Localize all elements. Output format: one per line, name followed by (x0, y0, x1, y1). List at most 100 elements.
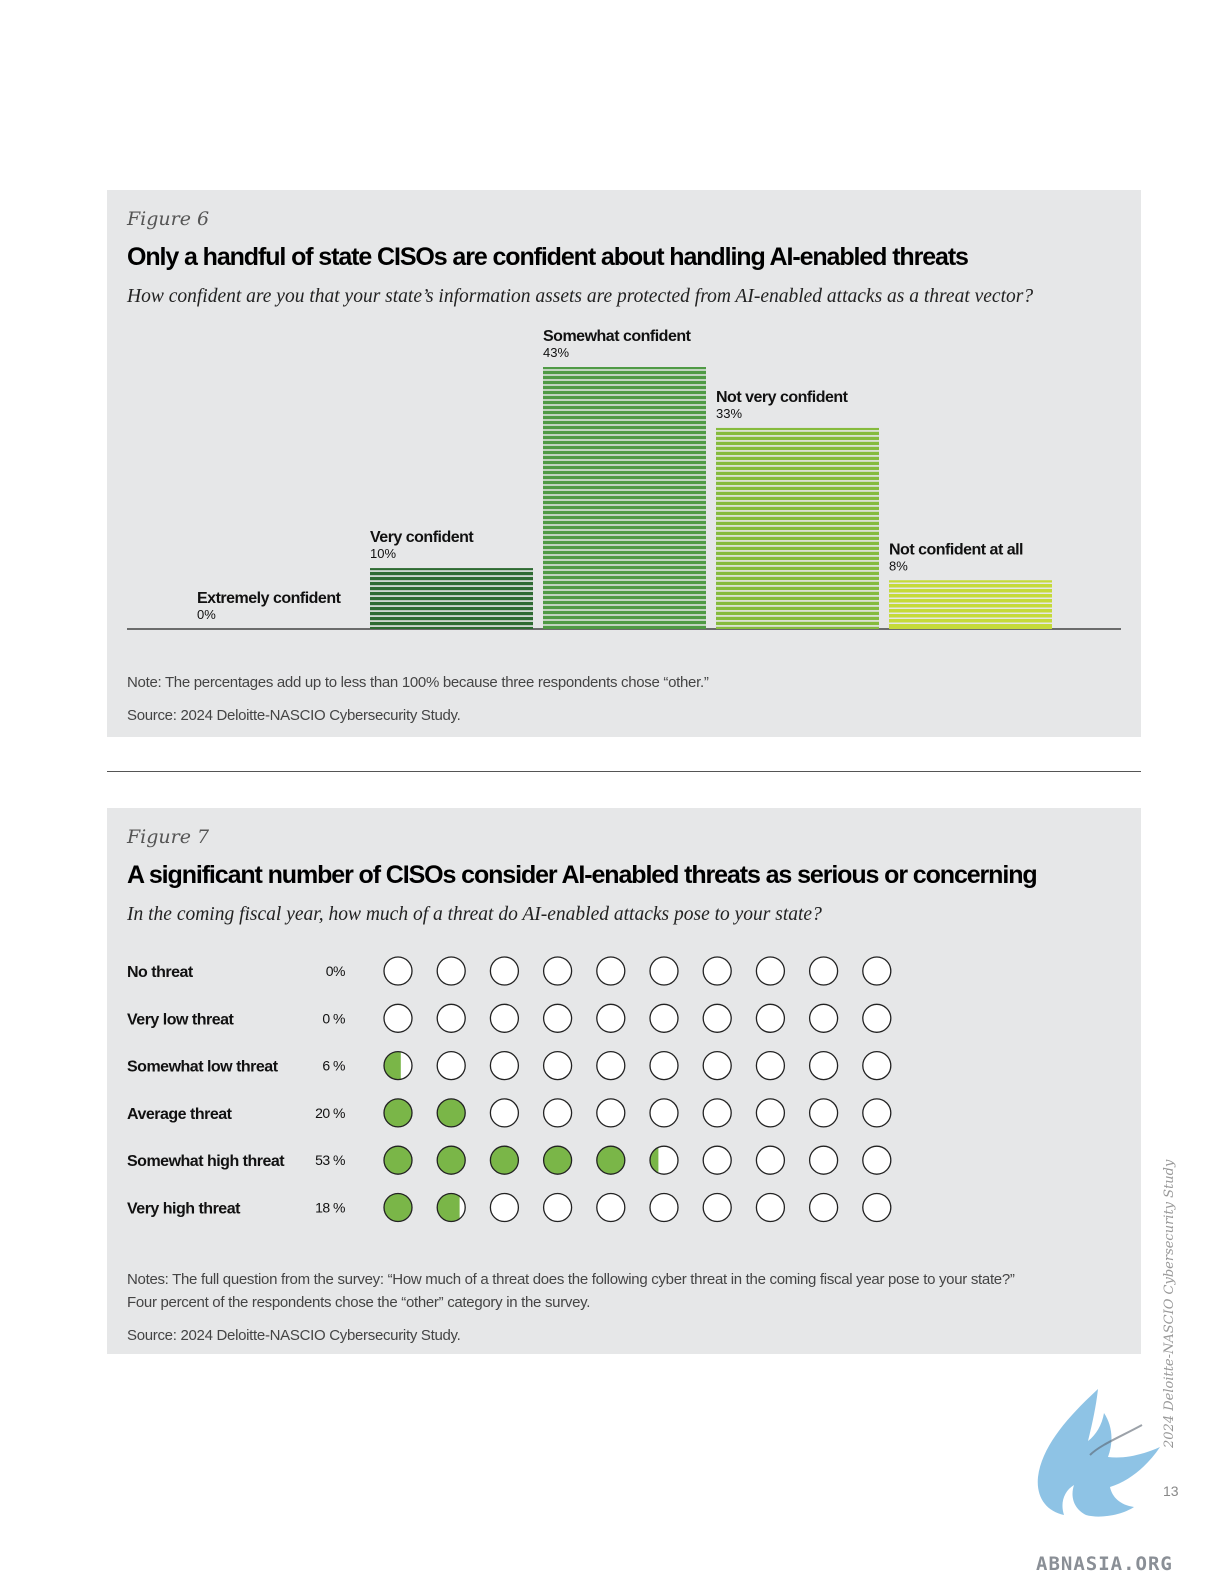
dot (702, 1050, 732, 1081)
dot (808, 1098, 839, 1128)
dot-row-label: Somewhat low threat (127, 1059, 279, 1076)
dot-row-label: Average threat (127, 1106, 233, 1123)
dot-row-value: 53 % (315, 1152, 345, 1168)
dot (383, 956, 413, 986)
dot-row-value: 6 % (322, 1058, 345, 1074)
bar (370, 568, 533, 629)
dot (542, 1192, 573, 1223)
dot (542, 1098, 573, 1128)
dot (596, 1192, 626, 1223)
dot (489, 1145, 520, 1175)
dot (755, 1050, 786, 1081)
dot (862, 1145, 892, 1175)
figure-7-notes-line1: Notes: The full question from the survey… (127, 1271, 1015, 1288)
dot (808, 1050, 839, 1081)
dot (702, 1192, 732, 1223)
dot-row-value: 20 % (315, 1105, 345, 1121)
dot (542, 1050, 573, 1081)
dot-row-value: 0 % (322, 1010, 345, 1026)
dot (755, 1145, 786, 1175)
dot (383, 1192, 413, 1223)
dot (596, 1098, 626, 1128)
bar (889, 580, 1052, 629)
dot (383, 1145, 413, 1175)
dot-row-label: Very low threat (127, 1011, 234, 1028)
dot (489, 956, 520, 986)
dot (489, 1192, 520, 1223)
dot-row-label: Somewhat high threat (127, 1153, 285, 1170)
figure-6-source: Source: 2024 Deloitte-NASCIO Cybersecuri… (127, 707, 461, 724)
dot (755, 1098, 786, 1128)
dot (862, 1050, 892, 1081)
dot (383, 1050, 413, 1081)
bar-value-label: 0% (197, 607, 216, 622)
dot (596, 1145, 626, 1175)
dot (489, 1050, 520, 1081)
figure-7-subtitle: In the coming fiscal year, how much of a… (127, 904, 822, 925)
dot (649, 1003, 679, 1033)
dot (649, 1145, 679, 1175)
dot (542, 956, 573, 986)
dot (436, 1192, 466, 1223)
dot (436, 1098, 466, 1128)
bar-value-label: 43% (543, 345, 569, 360)
figure-6-panel: Figure 6 Only a handful of state CISOs a… (107, 190, 1141, 737)
bar (716, 427, 879, 629)
dot (702, 1098, 732, 1128)
dot (862, 956, 892, 986)
figure-6-title: Only a handful of state CISOs are confid… (127, 243, 969, 271)
dot (542, 1003, 573, 1033)
dot-row-value: 18 % (315, 1200, 345, 1216)
bar-value-label: 10% (370, 546, 396, 561)
section-divider (107, 771, 1141, 772)
bar-category-label: Not confident at all (889, 541, 1023, 558)
bar (543, 367, 706, 629)
dot (862, 1098, 892, 1128)
dot (489, 1098, 520, 1128)
griffin-watermark-logo (1037, 1389, 1160, 1517)
bar-category-label: Somewhat confident (543, 328, 692, 345)
dot (755, 956, 786, 986)
dot (436, 956, 466, 986)
dot (542, 1145, 573, 1175)
dot (649, 1098, 679, 1128)
figure-7-panel: Figure 7 A significant number of CISOs c… (107, 808, 1141, 1354)
watermark-text: ABNASIA.ORG (1036, 1553, 1173, 1575)
figure-7-notes-line2: Four percent of the respondents chose th… (127, 1294, 591, 1311)
dot (808, 1145, 839, 1175)
dot (596, 1050, 626, 1081)
dot (808, 1003, 839, 1033)
figure-7-source: Source: 2024 Deloitte-NASCIO Cybersecuri… (127, 1327, 461, 1344)
dot (755, 1003, 786, 1033)
bar-category-label: Very confident (370, 529, 474, 546)
page-number: 13 (1163, 1483, 1179, 1499)
figure-6-label: Figure 6 (127, 208, 210, 230)
dot (702, 1003, 732, 1033)
bar-category-label: Not very confident (716, 389, 849, 406)
figure-6-note: Note: The percentages add up to less tha… (127, 674, 709, 691)
dot-row-value: 0% (326, 963, 345, 979)
dot (862, 1192, 892, 1223)
threat-dot-chart: No threat 0% Very low threat 0 % Somewhat lo… (127, 956, 892, 1223)
dot (436, 1050, 466, 1081)
bar-category-label: Extremely confident (197, 590, 342, 607)
dot (383, 1003, 413, 1033)
dot (383, 1098, 413, 1128)
figure-6-subtitle: How confident are you that your state’s … (127, 286, 1034, 307)
dot-row-label: Very high threat (127, 1201, 241, 1218)
dot (755, 1192, 786, 1223)
dot (489, 1003, 520, 1033)
dot (702, 956, 732, 986)
dot (649, 1192, 679, 1223)
dot (436, 1145, 466, 1175)
bar-value-label: 8% (889, 558, 908, 573)
bar-value-label: 33% (716, 406, 742, 421)
dot (808, 956, 839, 986)
dot (436, 1003, 466, 1033)
figure-7-title: A significant number of CISOs consider A… (127, 861, 1038, 889)
dot (649, 1050, 679, 1081)
dot (596, 956, 626, 986)
dot (808, 1192, 839, 1223)
dot-row-label: No threat (127, 964, 194, 981)
